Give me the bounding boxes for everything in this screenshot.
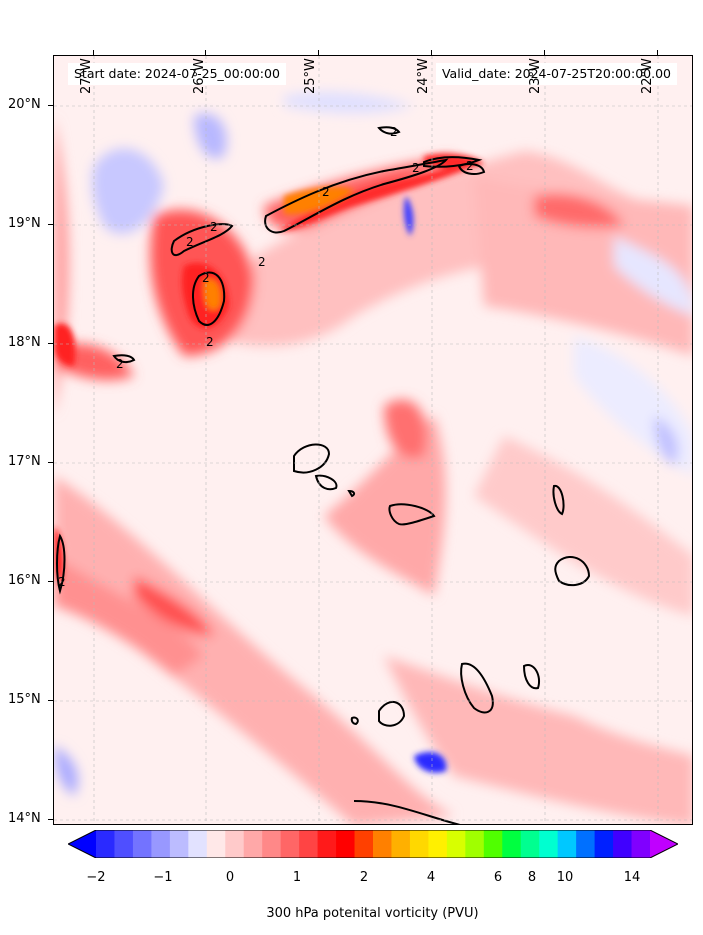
lon-tick: [205, 50, 206, 55]
colorbar-segment: [299, 830, 319, 858]
contour-label: 2: [58, 575, 66, 589]
graticule: [54, 56, 692, 824]
colorbar-segment: [243, 830, 263, 858]
lat-label: 15°N: [8, 692, 41, 707]
lon-label: 25°W: [303, 58, 318, 94]
colorbar-segment: [169, 830, 189, 858]
colorbar-segment: [336, 830, 356, 858]
colorbar-tick-label: −2: [86, 870, 106, 885]
colorbar-segment: [188, 830, 208, 858]
colorbar-segment: [631, 830, 651, 858]
lat-label: 18°N: [8, 335, 41, 350]
lon-tick: [93, 50, 94, 55]
colorbar-title: 300 hPa potenital vorticity (PVU): [266, 906, 479, 921]
pv-field-map: 2 2 2 2 2 2 2 2 2 2 2: [54, 56, 692, 824]
contour-label: 2: [322, 185, 330, 199]
lon-label: 24°W: [416, 58, 431, 94]
colorbar-segment: [225, 830, 245, 858]
colorbar-svg: [66, 829, 680, 859]
map-panel: 2 2 2 2 2 2 2 2 2 2 2: [53, 55, 693, 825]
colorbar-segment: [446, 830, 466, 858]
colorbar-segment: [576, 830, 596, 858]
lat-label: 20°N: [8, 97, 41, 112]
colorbar-segment: [132, 830, 152, 858]
lat-tick: [48, 105, 53, 106]
colorbar-segment: [428, 830, 448, 858]
colorbar-tick-label: 14: [623, 870, 641, 885]
colorbar-tick-label: −1: [153, 870, 173, 885]
lon-tick: [431, 50, 432, 55]
lat-tick: [48, 462, 53, 463]
colorbar-tick-label: 8: [527, 870, 537, 885]
lon-label: 23°W: [528, 58, 543, 94]
contour-label: 2: [412, 161, 420, 175]
lon-tick: [318, 50, 319, 55]
colorbar-segment: [483, 830, 503, 858]
colorbar-segment: [539, 830, 559, 858]
colorbar-segment: [354, 830, 374, 858]
colorbar-segment: [557, 830, 577, 858]
contour-label: 2: [210, 220, 218, 234]
colorbar-segment: [373, 830, 392, 858]
lat-tick: [48, 581, 53, 582]
lon-label: 27°W: [79, 58, 94, 94]
colorbar-tick-label: 1: [292, 870, 302, 885]
colorbar-extend-max: [650, 830, 678, 858]
colorbar-segment: [613, 830, 633, 858]
colorbar-tick-label: 6: [493, 870, 503, 885]
contour-label: 2: [186, 235, 194, 249]
contour-label: 2: [390, 125, 398, 139]
colorbar-tick-label: 4: [426, 870, 436, 885]
colorbar-segment: [206, 830, 226, 858]
contour-labels: 2 2 2 2 2 2 2 2 2 2 2: [58, 125, 474, 589]
colorbar-extend-min: [68, 830, 96, 858]
colorbar-segment: [465, 830, 485, 858]
lat-tick: [48, 224, 53, 225]
colorbar-segment: [502, 830, 522, 858]
colorbar-segment: [594, 830, 614, 858]
colorbar-segment: [520, 830, 540, 858]
colorbar-segment: [409, 830, 429, 858]
lat-tick: [48, 700, 53, 701]
colorbar-segment: [114, 830, 134, 858]
contour-label: 2: [466, 159, 474, 173]
colorbar: [66, 829, 680, 859]
lon-label: 22°W: [640, 58, 655, 94]
contour-label: 2: [202, 271, 210, 285]
contour-label: 2: [258, 255, 266, 269]
lat-label: 17°N: [8, 454, 41, 469]
lat-label: 19°N: [8, 216, 41, 231]
lat-label: 16°N: [8, 573, 41, 588]
lat-tick: [48, 343, 53, 344]
colorbar-segment: [96, 830, 115, 858]
pv-maxima: [54, 153, 484, 773]
colorbar-segment: [280, 830, 300, 858]
colorbar-segment: [151, 830, 171, 858]
lon-tick: [657, 50, 658, 55]
lat-tick: [48, 819, 53, 820]
lat-label: 14°N: [8, 811, 41, 826]
colorbar-segment: [317, 830, 337, 858]
lon-tick: [544, 50, 545, 55]
contour-label: 2: [116, 357, 124, 371]
colorbar-segment: [262, 830, 282, 858]
colorbar-tick-label: 10: [556, 870, 574, 885]
lon-label: 26°W: [192, 58, 207, 94]
colorbar-tick-label: 0: [225, 870, 235, 885]
contour-label: 2: [206, 335, 214, 349]
start-date-label: Start date: 2024-07-25_00:00:00: [68, 63, 286, 85]
colorbar-segment: [391, 830, 411, 858]
valid-date-label: Valid_date: 2024-07-25T20:00:00.00: [435, 63, 677, 85]
colorbar-tick-label: 2: [359, 870, 369, 885]
pv-2-contours: [56, 126, 591, 824]
